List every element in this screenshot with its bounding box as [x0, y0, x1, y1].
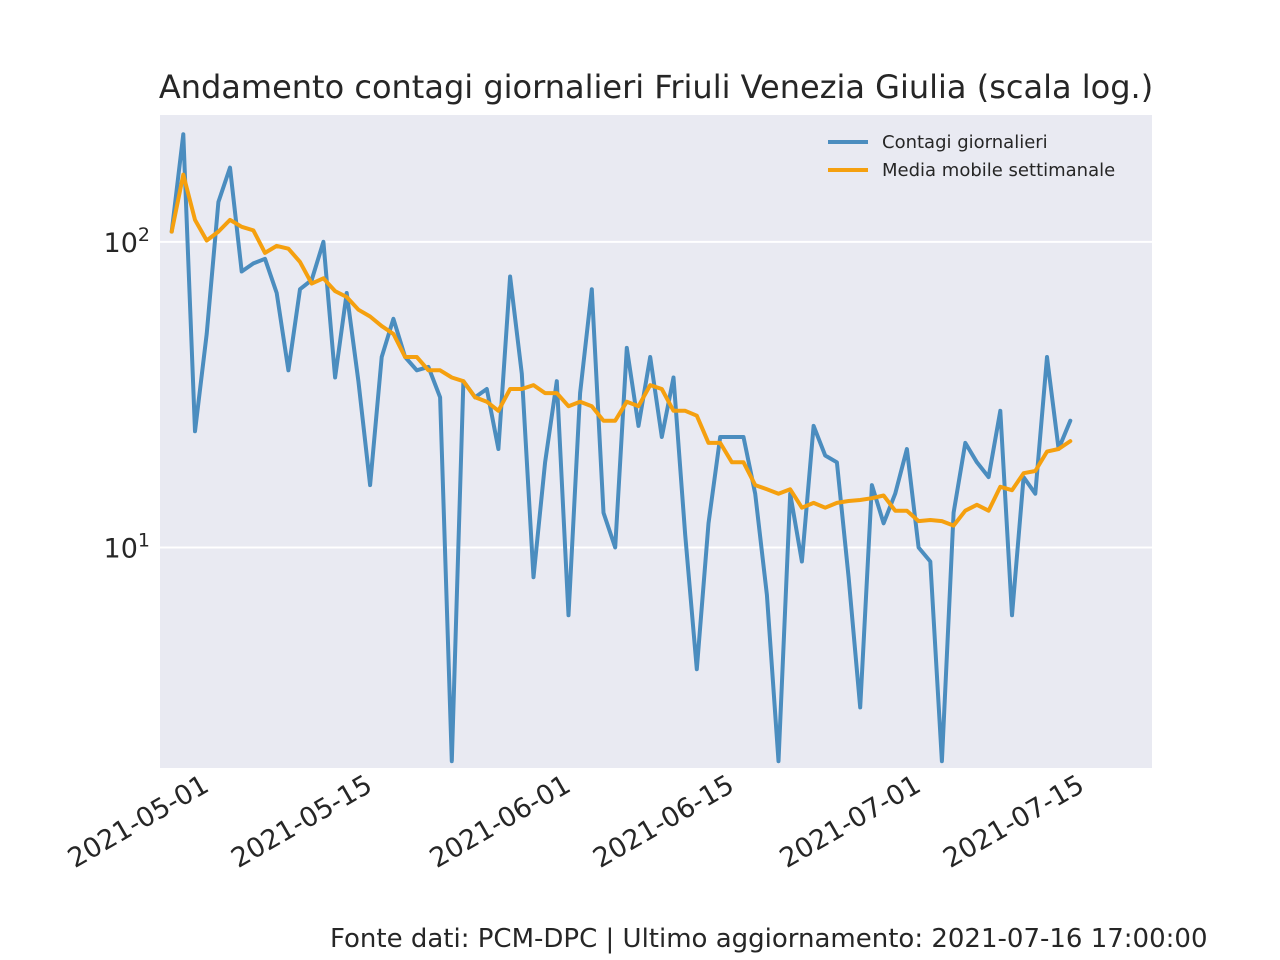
series-layer — [169, 132, 1073, 764]
x-tick-label: 2021-06-01 — [425, 769, 576, 874]
y-tick-label: 101 — [104, 530, 150, 565]
plot-area — [160, 115, 1152, 768]
y-axis: 101 102 — [104, 224, 150, 565]
x-tick-label: 2021-07-01 — [775, 769, 926, 874]
x-tick-label: 2021-06-15 — [588, 769, 739, 874]
y-tick-label: 102 — [104, 224, 150, 259]
x-axis: 2021-05-01 2021-05-15 2021-06-01 2021-06-15… — [63, 769, 1090, 874]
footer-source: Fonte dati: PCM-DPC | Ultimo aggiornamen… — [330, 924, 1208, 954]
chart-title: Andamento contagi giornalieri Friuli Ven… — [159, 68, 1153, 106]
legend: Contagi giornalieri Media mobile settiman… — [828, 132, 1115, 181]
x-tick-label: 2021-05-01 — [63, 769, 214, 874]
x-tick-label: 2021-05-15 — [226, 769, 377, 874]
legend-label: Contagi giornalieri — [882, 132, 1048, 153]
legend-label: Media mobile settimanale — [882, 160, 1115, 181]
series-line — [169, 132, 1073, 764]
x-tick-label: 2021-07-15 — [938, 769, 1089, 874]
series-line — [169, 172, 1073, 528]
